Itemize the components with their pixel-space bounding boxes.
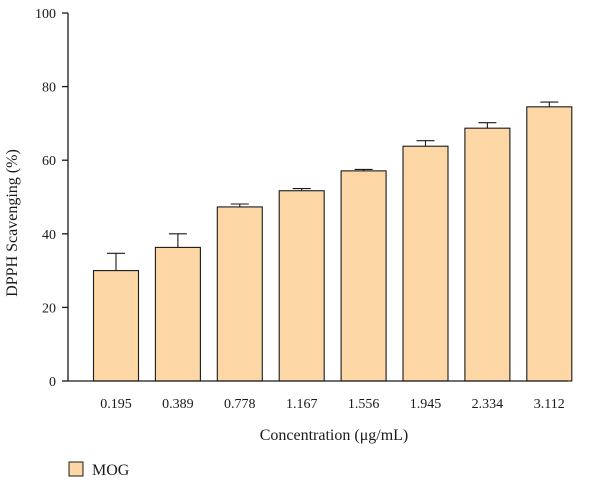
x-tick-label: 1.945: [410, 397, 442, 412]
error-bars-layer: [107, 101, 559, 271]
x-tick-label: 2.334: [472, 397, 504, 412]
bar-2.334: [464, 127, 511, 382]
y-tick-label: 20: [42, 301, 56, 316]
x-tick-label: 0.778: [224, 397, 256, 412]
y-tick-label: 60: [42, 154, 56, 169]
y-tick-label: 80: [42, 81, 56, 96]
y-tick-label: 100: [35, 7, 56, 22]
y-tick-label: 0: [49, 375, 56, 390]
legend-swatch: [68, 461, 84, 477]
bar-1.167: [278, 190, 325, 382]
bar-1.945: [402, 145, 449, 382]
bar-3.112: [526, 106, 573, 382]
bar-0.389: [154, 246, 201, 382]
y-tick-label: 40: [42, 228, 56, 243]
x-tick-label: 1.556: [348, 397, 380, 412]
x-tick-label: 0.195: [100, 397, 132, 412]
bars-layer: [92, 106, 573, 382]
legend: MOG: [68, 461, 130, 479]
bar-1.556: [340, 170, 387, 382]
x-tick-label: 0.389: [162, 397, 194, 412]
y-axis-title: DPPH Scavenging (%): [4, 149, 21, 297]
x-tick-labels: 0.195 0.389 0.778 1.167 1.556 1.945 2.334 3.112: [100, 397, 565, 412]
x-axis-title: Concentration (μg/mL): [260, 427, 409, 444]
bar-0.195: [92, 270, 140, 382]
x-tick-label: 1.167: [286, 397, 318, 412]
legend-label-mog: MOG: [92, 462, 130, 479]
axes-layer: [67, 13, 568, 382]
bar-0.778: [216, 206, 263, 382]
y-ticks: 0 20 40 60 80 100: [35, 7, 68, 390]
x-tick-label: 3.112: [534, 397, 565, 412]
